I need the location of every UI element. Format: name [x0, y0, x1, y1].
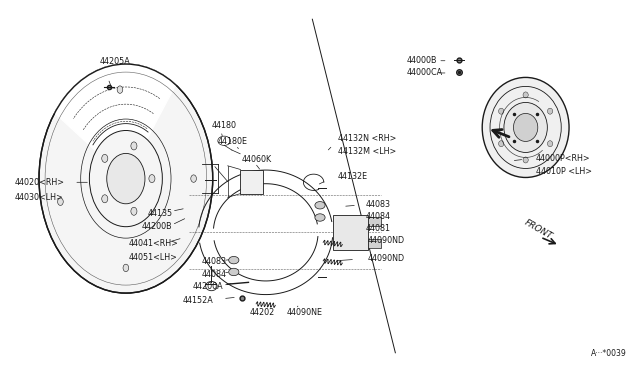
Ellipse shape [107, 153, 145, 204]
Bar [368, 239, 381, 248]
Text: 44000CA: 44000CA [406, 68, 442, 77]
Text: 44132M <LH>: 44132M <LH> [338, 147, 396, 156]
Ellipse shape [315, 214, 325, 221]
Text: 44000P<RH>: 44000P<RH> [536, 154, 591, 163]
Text: 44135: 44135 [148, 209, 173, 218]
Text: 44010P <LH>: 44010P <LH> [536, 167, 592, 176]
Text: 44084: 44084 [366, 212, 391, 221]
Ellipse shape [191, 175, 196, 182]
Ellipse shape [58, 198, 63, 205]
Ellipse shape [499, 141, 504, 147]
Text: A···*0039: A···*0039 [591, 349, 627, 358]
Text: 44180: 44180 [211, 122, 236, 131]
Ellipse shape [131, 142, 137, 150]
Text: 44200B: 44200B [141, 222, 172, 231]
Ellipse shape [228, 256, 239, 264]
Text: 44083: 44083 [366, 200, 391, 209]
Text: 44090ND: 44090ND [368, 254, 405, 263]
Bar [333, 215, 368, 250]
Ellipse shape [123, 264, 129, 272]
Text: 44090NE: 44090NE [287, 308, 323, 317]
Ellipse shape [547, 108, 553, 114]
Text: 44081: 44081 [366, 224, 391, 233]
Ellipse shape [149, 174, 155, 183]
Text: 44041<RH>: 44041<RH> [129, 239, 179, 248]
Bar [368, 217, 381, 226]
Polygon shape [54, 64, 175, 179]
Ellipse shape [117, 86, 123, 93]
Ellipse shape [523, 157, 528, 163]
Ellipse shape [513, 113, 538, 141]
Text: 44060K: 44060K [242, 155, 272, 164]
Text: 44051<LH>: 44051<LH> [129, 253, 177, 262]
Text: 44084: 44084 [202, 270, 227, 279]
Ellipse shape [315, 202, 325, 209]
Ellipse shape [482, 77, 569, 177]
Bar [241, 170, 263, 193]
Text: 44083: 44083 [202, 257, 227, 266]
Ellipse shape [102, 195, 108, 203]
Text: 44200A: 44200A [192, 282, 223, 291]
Text: 44030<LH>: 44030<LH> [15, 193, 63, 202]
Text: 44205A: 44205A [100, 57, 131, 66]
Text: 44132N <RH>: 44132N <RH> [338, 134, 396, 143]
Text: 44180E: 44180E [218, 137, 248, 146]
Text: 44132E: 44132E [338, 172, 368, 181]
Text: 44202: 44202 [250, 308, 275, 317]
Ellipse shape [523, 92, 528, 98]
Ellipse shape [547, 141, 553, 147]
Ellipse shape [102, 154, 108, 163]
Ellipse shape [504, 102, 547, 153]
Text: FRONT: FRONT [523, 218, 554, 241]
Polygon shape [39, 64, 212, 293]
Ellipse shape [90, 131, 163, 227]
Text: 44090ND: 44090ND [368, 236, 405, 246]
Text: 44152A: 44152A [182, 296, 214, 305]
Ellipse shape [131, 207, 137, 215]
Text: 44000B: 44000B [406, 56, 436, 65]
Ellipse shape [499, 108, 504, 114]
Ellipse shape [228, 268, 239, 276]
Text: 44020<RH>: 44020<RH> [15, 178, 65, 187]
